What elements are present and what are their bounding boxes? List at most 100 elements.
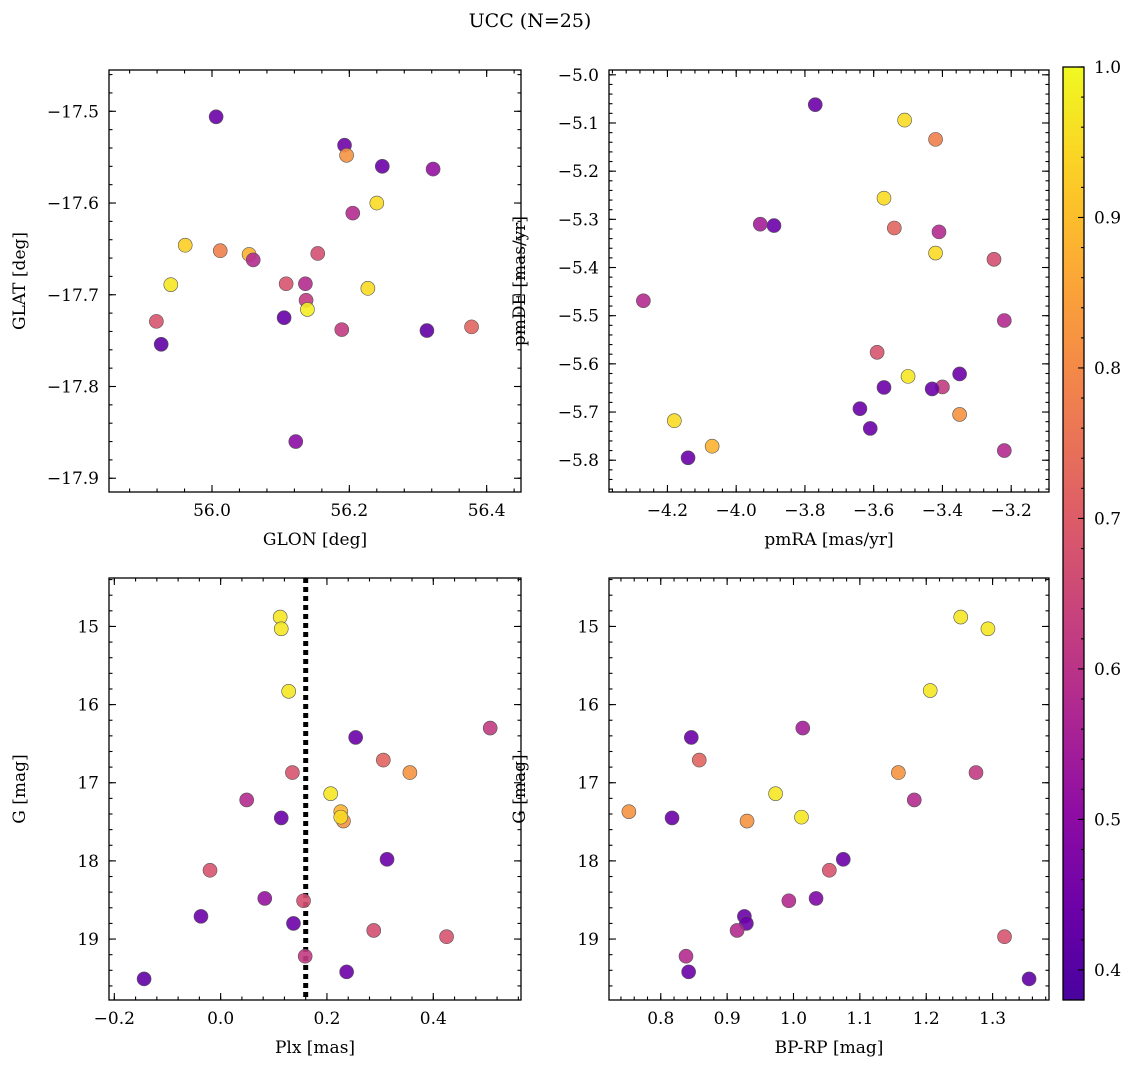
x-tick-label: 0.0 (207, 1009, 234, 1029)
x-tick-label: 1.1 (846, 1009, 873, 1029)
data-point (276, 310, 292, 325)
data-point (345, 205, 361, 221)
data-point (808, 891, 824, 906)
x-axis-label: pmRA [mas/yr] (764, 530, 893, 550)
data-point (288, 434, 304, 449)
data-point (928, 245, 943, 261)
y-tick-label: 15 (77, 617, 99, 637)
x-axis-label: GLON [deg] (263, 530, 367, 550)
x-tick-label: 56.0 (193, 501, 231, 521)
y-tick-label: −5.6 (558, 355, 599, 375)
y-tick-label: −5.4 (558, 259, 599, 279)
data-point (795, 720, 811, 736)
data-point (136, 971, 152, 987)
x-tick-label: −3.4 (922, 501, 963, 521)
x-tick-label: 0.8 (647, 1009, 674, 1029)
data-point (876, 380, 892, 395)
data-point (986, 252, 1002, 267)
data-point (768, 786, 783, 801)
data-point (464, 319, 479, 335)
y-tick-label: 15 (577, 617, 599, 637)
y-tick-label: −17.5 (47, 102, 99, 122)
data-point (891, 765, 906, 780)
y-tick-label: 16 (77, 696, 99, 716)
panel-glon-glat: 56.0 56.2 56.4 −17.5 −17.6 −17.7 −17.8 −17.9 GLO… (10, 69, 522, 550)
x-tick-label: −4.2 (647, 501, 688, 521)
data-point (887, 220, 902, 236)
panel-color-magnitude: 0.8 0.9 1.0 1.1 1.2 1.3 15 16 17 18 19 BP-RP [mag] G… (510, 577, 1050, 1058)
data-point (752, 216, 768, 232)
data-point (149, 314, 164, 329)
data-point (781, 893, 797, 909)
data-point (862, 421, 878, 436)
data-point (257, 891, 273, 906)
data-point (369, 195, 385, 211)
y-tick-label: −5.5 (558, 307, 599, 327)
data-point (664, 810, 680, 826)
data-point (678, 948, 694, 964)
y-tick-label: −5.0 (558, 66, 599, 86)
colorbar-tick-label: 1.0 (1094, 58, 1121, 78)
x-tick-label: −3.2 (991, 501, 1032, 521)
figure-title: UCC (N=25) (469, 10, 592, 32)
colorbar-tick-label: 0.8 (1094, 359, 1121, 379)
y-tick-label: 17 (577, 774, 599, 794)
data-point (900, 369, 916, 384)
x-tick-label: −0.2 (94, 1009, 135, 1029)
axes-frame (608, 69, 1050, 493)
data-point (869, 344, 885, 360)
data-point (952, 407, 967, 422)
data-point (766, 218, 782, 233)
data-point (212, 243, 228, 259)
data-point (366, 923, 382, 938)
y-axis-label: pmDE [mas/yr] (510, 216, 530, 346)
y-tick-label: −5.3 (558, 210, 599, 230)
data-point (360, 281, 376, 296)
data-point (273, 810, 289, 826)
data-point (402, 765, 418, 780)
x-tick-label: 0.4 (420, 1009, 447, 1029)
data-point (739, 813, 755, 829)
y-tick-label: −5.1 (558, 114, 599, 134)
colorbar-gradient (1063, 67, 1084, 1000)
data-point (667, 413, 682, 429)
axes-frame (108, 69, 522, 493)
data-point (482, 720, 498, 736)
data-point (997, 443, 1012, 458)
y-tick-label: 19 (577, 930, 599, 950)
data-point (439, 929, 454, 945)
data-point (208, 109, 224, 125)
data-point (379, 852, 395, 867)
x-axis-label: BP-RP [mag] (775, 1038, 884, 1058)
data-point (852, 401, 868, 416)
data-point (286, 916, 301, 931)
data-point (425, 161, 441, 177)
y-tick-label: −17.9 (47, 469, 99, 489)
data-point (691, 752, 707, 768)
data-point (245, 252, 261, 268)
x-tick-label: 56.4 (468, 501, 506, 521)
data-point (876, 190, 892, 206)
x-tick-label: −4.0 (716, 501, 757, 521)
colorbar-tick-label: 0.4 (1094, 961, 1121, 981)
data-point (193, 909, 209, 924)
x-tick-label: −3.8 (784, 501, 825, 521)
x-tick-label: 1.3 (979, 1009, 1006, 1029)
data-point (683, 730, 699, 745)
data-point (163, 277, 179, 292)
data-point (924, 381, 940, 397)
data-point (296, 893, 311, 909)
y-tick-label: −17.8 (47, 378, 99, 398)
colorbar-tick-label: 0.6 (1094, 660, 1121, 680)
y-axis-label: GLAT [deg] (10, 232, 30, 330)
y-tick-label: 18 (577, 852, 599, 872)
y-tick-label: −17.7 (47, 286, 99, 306)
y-tick-label: −5.2 (558, 162, 599, 182)
colorbar-tick-label: 0.5 (1094, 810, 1121, 830)
y-tick-label: 19 (77, 930, 99, 950)
data-point (1021, 971, 1037, 987)
data-point (794, 809, 809, 825)
data-point (822, 862, 837, 878)
colorbar: 0.4 0.5 0.6 0.7 0.8 0.9 1.0 (1062, 58, 1121, 1001)
